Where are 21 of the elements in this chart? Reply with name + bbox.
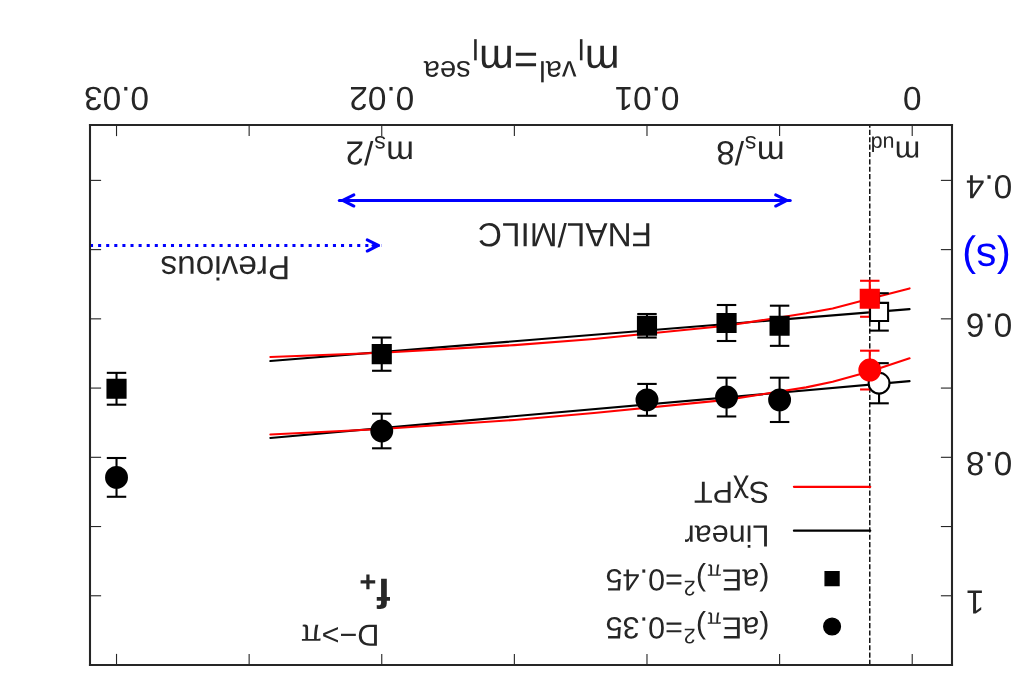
x-axis-title: m$_{l}$$^{val}$=m$_{l}$$^{sea}$ (423, 39, 617, 83)
y-tick-label: 0.8 (967, 451, 1011, 476)
x-tick-label: 0 (904, 86, 921, 111)
legend-label: SχPT (694, 475, 769, 504)
annotation: m$_{s}$/2 (347, 135, 412, 166)
x-tick-label: 0.03 (85, 86, 148, 111)
text: (s) (964, 235, 1009, 275)
annotation: FNAL/MILC (479, 222, 650, 248)
legend-label: Linear (685, 525, 767, 548)
annotation: f$_{+}$ (360, 574, 390, 610)
annotation: Previous (161, 255, 288, 281)
annotation: m$_{s}$/8 (717, 135, 783, 166)
y-tick-label: 0.4 (966, 174, 1011, 199)
ref-line-label: m$_{ud}$ (872, 136, 919, 158)
annotation: D−>π (301, 624, 377, 646)
legend-label: (aE$_{π}$)$^{2}$=0.35 (606, 611, 768, 644)
y-tick-label: 1 (967, 590, 982, 614)
legend-label: (aE$_{π}$)$^{2}$=0.45 (606, 563, 768, 596)
x-tick-label: 0.01 (616, 86, 679, 111)
y-tick-label: 0.6 (967, 313, 1011, 337)
x-tick-label: 0.02 (350, 86, 413, 111)
